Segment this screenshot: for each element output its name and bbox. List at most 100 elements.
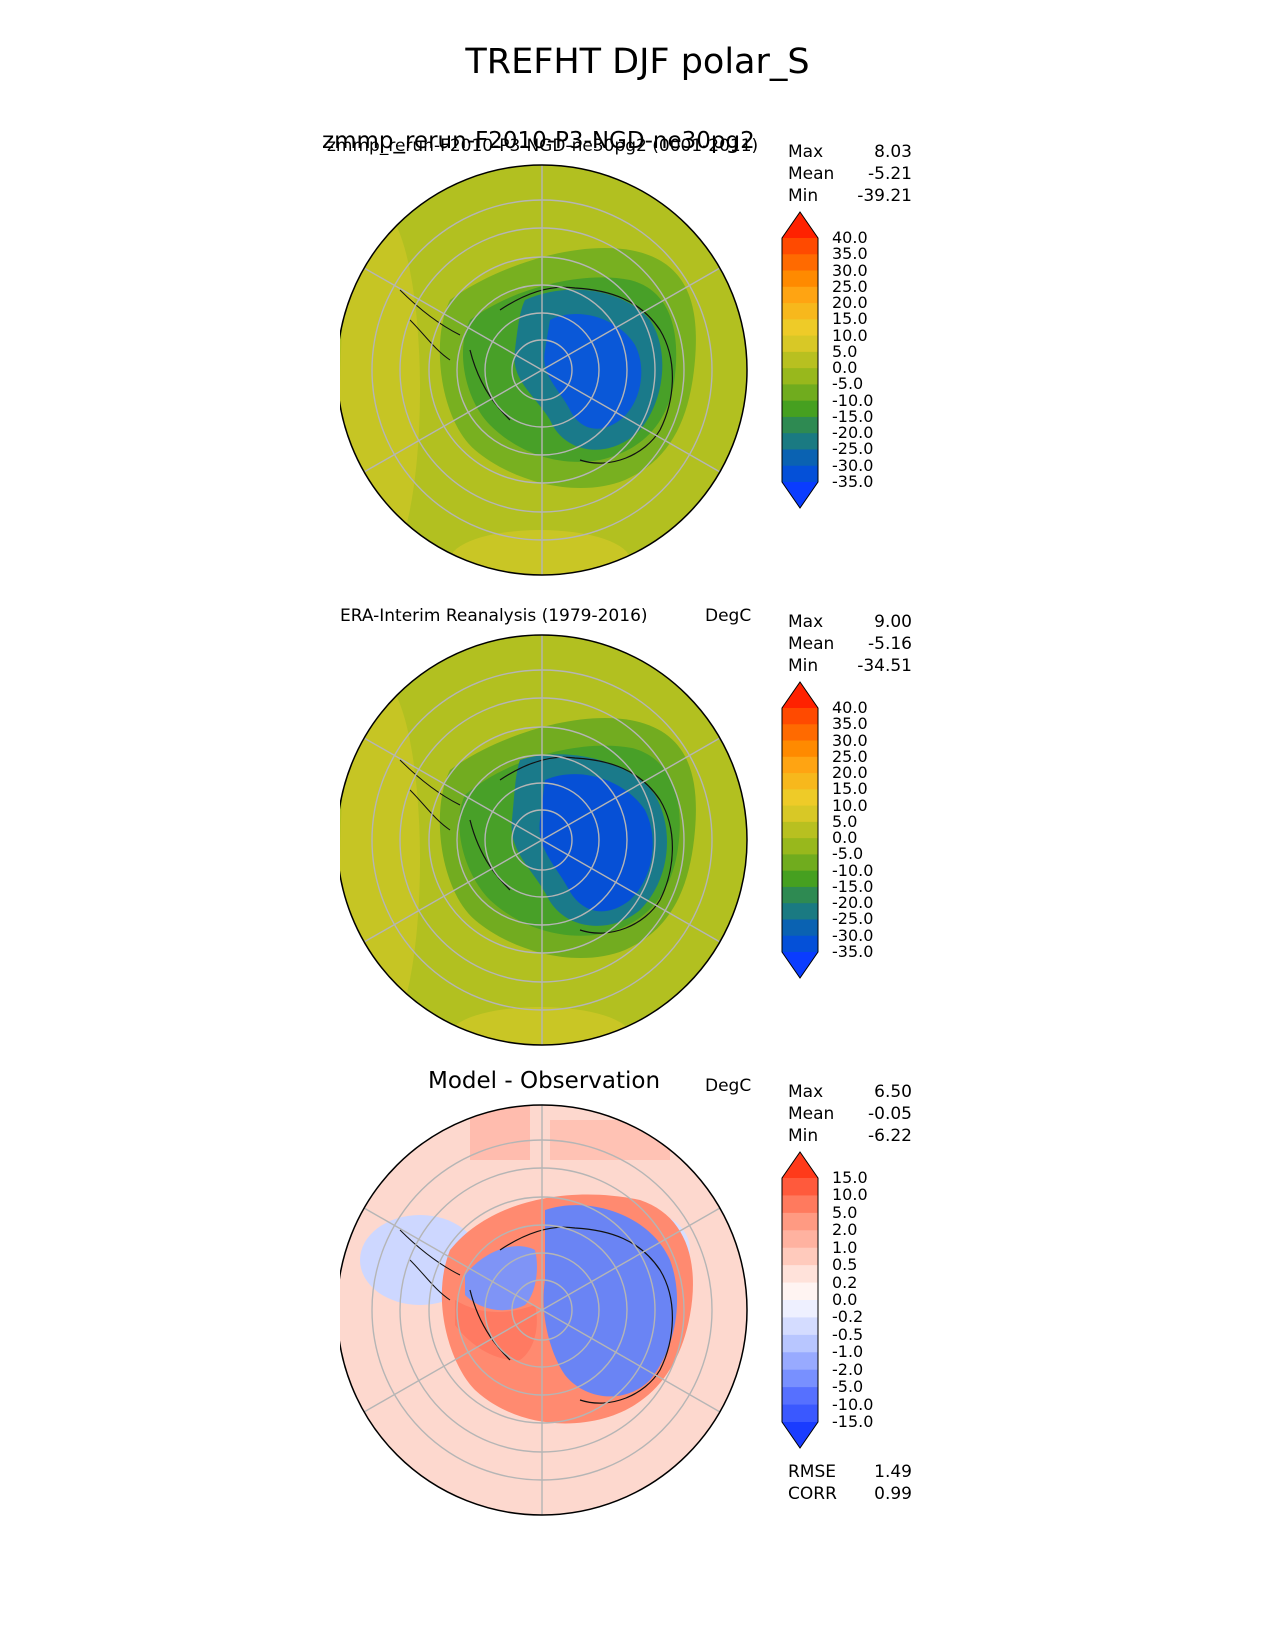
colorbar-segment [782, 870, 818, 888]
stat-mean-value: -5.21 [868, 164, 912, 184]
colorbar-tick-label: 2.0 [832, 1220, 858, 1240]
colorbar-tick-label: -5.0 [832, 844, 864, 864]
map-boundary [340, 634, 748, 1046]
stat-mean-value: -0.05 [868, 1104, 912, 1124]
colorbar-segment [782, 1352, 818, 1371]
colorbar-segment [782, 886, 818, 904]
graticule [363, 1105, 721, 1515]
stat-max-label: Max [788, 1082, 824, 1102]
peninsula-coast [399, 1229, 461, 1301]
stat-min-label: Min [788, 1126, 819, 1146]
colorbar-tick-label: -15.0 [832, 406, 874, 426]
warm-margin [450, 530, 630, 575]
antarctica-core [544, 314, 642, 429]
panel-reference: ERA-Interim Reanalysis (1979-2016) DegC … [0, 590, 1275, 1080]
colorbar-tick-label: -35.0 [832, 472, 874, 491]
colorbar-extend-min [782, 482, 818, 508]
stat-max-value: 8.03 [874, 142, 912, 162]
colorbar-tick-label: -30.0 [832, 925, 874, 945]
warm-margin [340, 680, 420, 1040]
colorbar-segment [782, 935, 818, 953]
coastline [469, 286, 673, 464]
colorbar-segment [782, 1334, 818, 1353]
units-label: DegC [705, 606, 752, 626]
stat-min-value: -6.22 [868, 1126, 912, 1146]
rmse-label: RMSE [788, 1462, 837, 1482]
stat-max-value: 6.50 [874, 1082, 912, 1102]
colorbar-outline [781, 681, 819, 979]
colorbar-tick-label: -10.0 [832, 390, 874, 410]
colorbar-segment [782, 789, 818, 807]
colorbar-segment [782, 416, 818, 434]
stat-min-value: -39.21 [857, 186, 912, 206]
coastline [469, 1226, 673, 1404]
panel-diff: Model - Observation DegC Max 6.50 Mean -… [0, 1060, 1275, 1620]
antarctica-blue-east [543, 1205, 678, 1397]
stat-mean-label: Mean [788, 164, 835, 184]
colorbar-segment [782, 773, 818, 790]
colorbar-tick-label: 40.0 [832, 698, 868, 717]
colorbar-segment [782, 1317, 818, 1336]
colorbar-segment [782, 903, 818, 921]
map-boundary [340, 164, 748, 576]
polar-map-reference [340, 634, 748, 1046]
colorbar-tick-label: -25.0 [832, 909, 874, 929]
stat-mean-label: Mean [788, 634, 835, 654]
colorbar-segment [782, 270, 818, 288]
colorbar-segment [782, 838, 818, 855]
colorbar-segment [782, 919, 818, 937]
colorbar-segment [782, 303, 818, 320]
colorbar-outline [781, 211, 819, 509]
colorbar-segment [782, 708, 818, 725]
antarctica-blue-west [465, 1246, 537, 1311]
colorbar-tick-label: -0.5 [832, 1324, 864, 1344]
colorbar-tick-label: -1.0 [832, 1342, 864, 1362]
graticule [363, 165, 721, 575]
west-red-band [455, 1300, 537, 1361]
peninsula-coast [399, 759, 461, 831]
warm-margin [450, 1007, 630, 1045]
colorbar-segment [782, 449, 818, 467]
colorbar-segment [782, 724, 818, 742]
corr-value: 0.99 [874, 1484, 912, 1504]
colorbar-extend-min [782, 1422, 818, 1448]
corr-label: CORR [788, 1484, 837, 1504]
colorbar-tick-label: 5.0 [832, 1202, 858, 1222]
colorbar-segment [782, 1230, 818, 1249]
colorbar-tick-label: 10.0 [832, 1185, 868, 1205]
units-label: DegC [705, 1076, 752, 1096]
stat-max-value: 9.00 [874, 612, 912, 632]
stat-min-label: Min [788, 656, 819, 676]
colorbar-extend-max [782, 1152, 818, 1178]
map-boundary [340, 1104, 748, 1516]
colorbar-tick-label: 35.0 [832, 714, 868, 734]
colorbar-tick-label: 0.5 [832, 1255, 858, 1275]
colorbar-extend-max [782, 212, 818, 238]
colorbar-tick-label: -0.2 [832, 1307, 864, 1327]
colorbar-segment [782, 286, 818, 304]
colorbar-segment [782, 254, 818, 272]
colorbar-tick-label: -25.0 [832, 439, 874, 459]
colorbar-extend-min [782, 952, 818, 978]
panel-title-small: zmmp_rerun-F2010-P3-NGD-ne30pg2 (0001-20… [327, 136, 759, 156]
colorbar-segment [782, 740, 818, 758]
colorbar-tick-label: -10.0 [832, 860, 874, 880]
figure-title: TREFHT DJF polar_S [465, 42, 810, 82]
colorbar-tick-label: 1.0 [832, 1237, 858, 1257]
colorbar-extend-max [782, 682, 818, 708]
colorbar-segment [782, 854, 818, 872]
colorbar-tick-label: 15.0 [832, 309, 868, 329]
colorbar-tick-label: 0.0 [832, 1290, 858, 1309]
colorbar-segment [782, 805, 818, 823]
colorbar-segment [782, 1282, 818, 1301]
colorbar-tick-label: -20.0 [832, 893, 874, 913]
panel-test: zmmp_rerun-F2010-P3-NGD-ne30pg2 zmmp_rer… [0, 120, 1275, 610]
colorbar-test [781, 211, 819, 509]
colorbar-outline [781, 1151, 819, 1449]
colorbar-reference [781, 681, 819, 979]
colorbar-segment [782, 400, 818, 418]
colorbar-segment [782, 238, 818, 255]
panel-title-large: Model - Observation [428, 1068, 661, 1094]
colorbar-tick-label: 15.0 [832, 1168, 868, 1187]
colorbar-tick-label: -35.0 [832, 942, 874, 961]
